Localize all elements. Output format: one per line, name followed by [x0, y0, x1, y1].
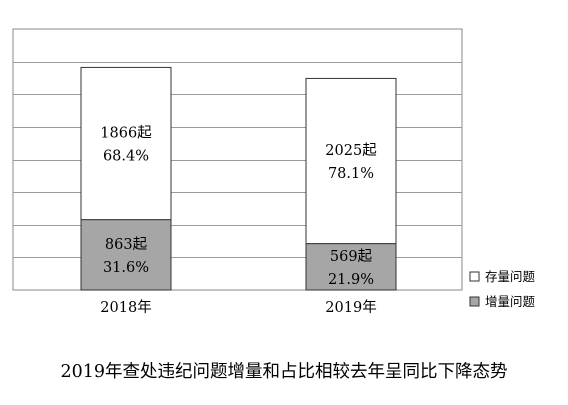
legend-label: 增量问题	[485, 294, 536, 309]
bar-percent-label: 31.6%	[103, 260, 149, 276]
bar-segment	[80, 219, 172, 291]
chart-title: 2019年查处违纪问题增量和占比相较去年呈同比下降态势	[60, 362, 507, 382]
legend-swatch	[469, 296, 480, 307]
bar-value-label: 863起	[105, 236, 148, 253]
bar-value-label: 2025起	[325, 142, 377, 159]
bar-segment	[305, 243, 397, 291]
bar-value-label: 1866起	[100, 125, 152, 142]
bar-labels: 863起 31.6% 1866起 68.4% 569起 21.9% 2025起 78.1%	[100, 125, 377, 288]
x-tick-label: 2018年	[100, 299, 151, 316]
bar-percent-label: 68.4%	[103, 149, 149, 165]
legend-swatch	[469, 271, 480, 282]
bar-value-label: 569起	[330, 248, 373, 265]
x-tick-label: 2019年	[325, 299, 376, 316]
bars	[80, 66, 397, 291]
bar-percent-label: 78.1%	[328, 166, 374, 182]
bar-segment	[80, 66, 172, 221]
legend-label: 存量问题	[485, 269, 536, 284]
x-tick-labels: 2018年 2019年	[100, 299, 376, 316]
bar-percent-label: 21.9%	[328, 272, 374, 288]
bar-segment	[305, 77, 397, 245]
